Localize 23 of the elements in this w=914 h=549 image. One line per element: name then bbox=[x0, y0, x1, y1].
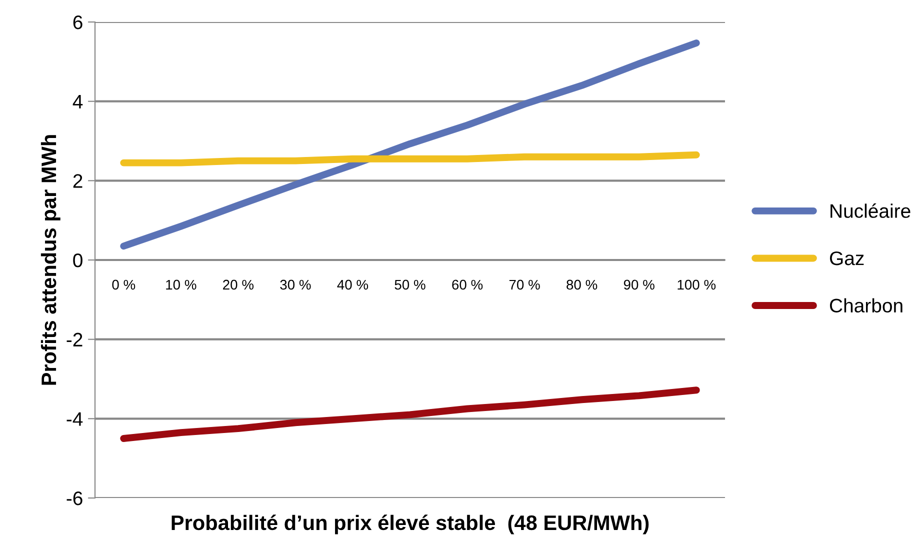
y-axis-title: Profits attendus par MWh bbox=[40, 135, 60, 385]
x-tick-label: 80 % bbox=[566, 280, 598, 290]
x-tick-label: 10 % bbox=[166, 280, 196, 290]
x-tick-label: 100 % bbox=[678, 280, 716, 290]
y-tick-label: 0 bbox=[73, 253, 82, 268]
y-tick-label: 6 bbox=[73, 15, 82, 30]
x-tick-label: 90 % bbox=[624, 280, 654, 290]
legend-label: Gaz bbox=[830, 251, 864, 266]
y-tick-label: -2 bbox=[66, 332, 82, 346]
legend-label: Charbon bbox=[830, 298, 902, 313]
y-tick-label: -4 bbox=[66, 412, 83, 426]
x-tick-label: 50 % bbox=[394, 280, 426, 290]
x-tick-label: 30 % bbox=[280, 280, 311, 290]
x-tick-label: 20 % bbox=[223, 280, 254, 290]
x-tick-label: 70 % bbox=[509, 280, 540, 290]
x-axis-title: Probabilité d’un prix élevé stable (48 EUR/MWh) bbox=[172, 514, 649, 534]
legend-label: Nucléaire bbox=[830, 203, 910, 218]
x-tick-label: 0 % bbox=[112, 280, 136, 290]
x-tick-label: 60 % bbox=[452, 280, 483, 290]
y-tick-label: -6 bbox=[66, 491, 82, 506]
x-tick-label: 40 % bbox=[337, 280, 368, 290]
y-tick-label: 4 bbox=[72, 95, 83, 108]
y-tick-label: 2 bbox=[73, 174, 82, 188]
